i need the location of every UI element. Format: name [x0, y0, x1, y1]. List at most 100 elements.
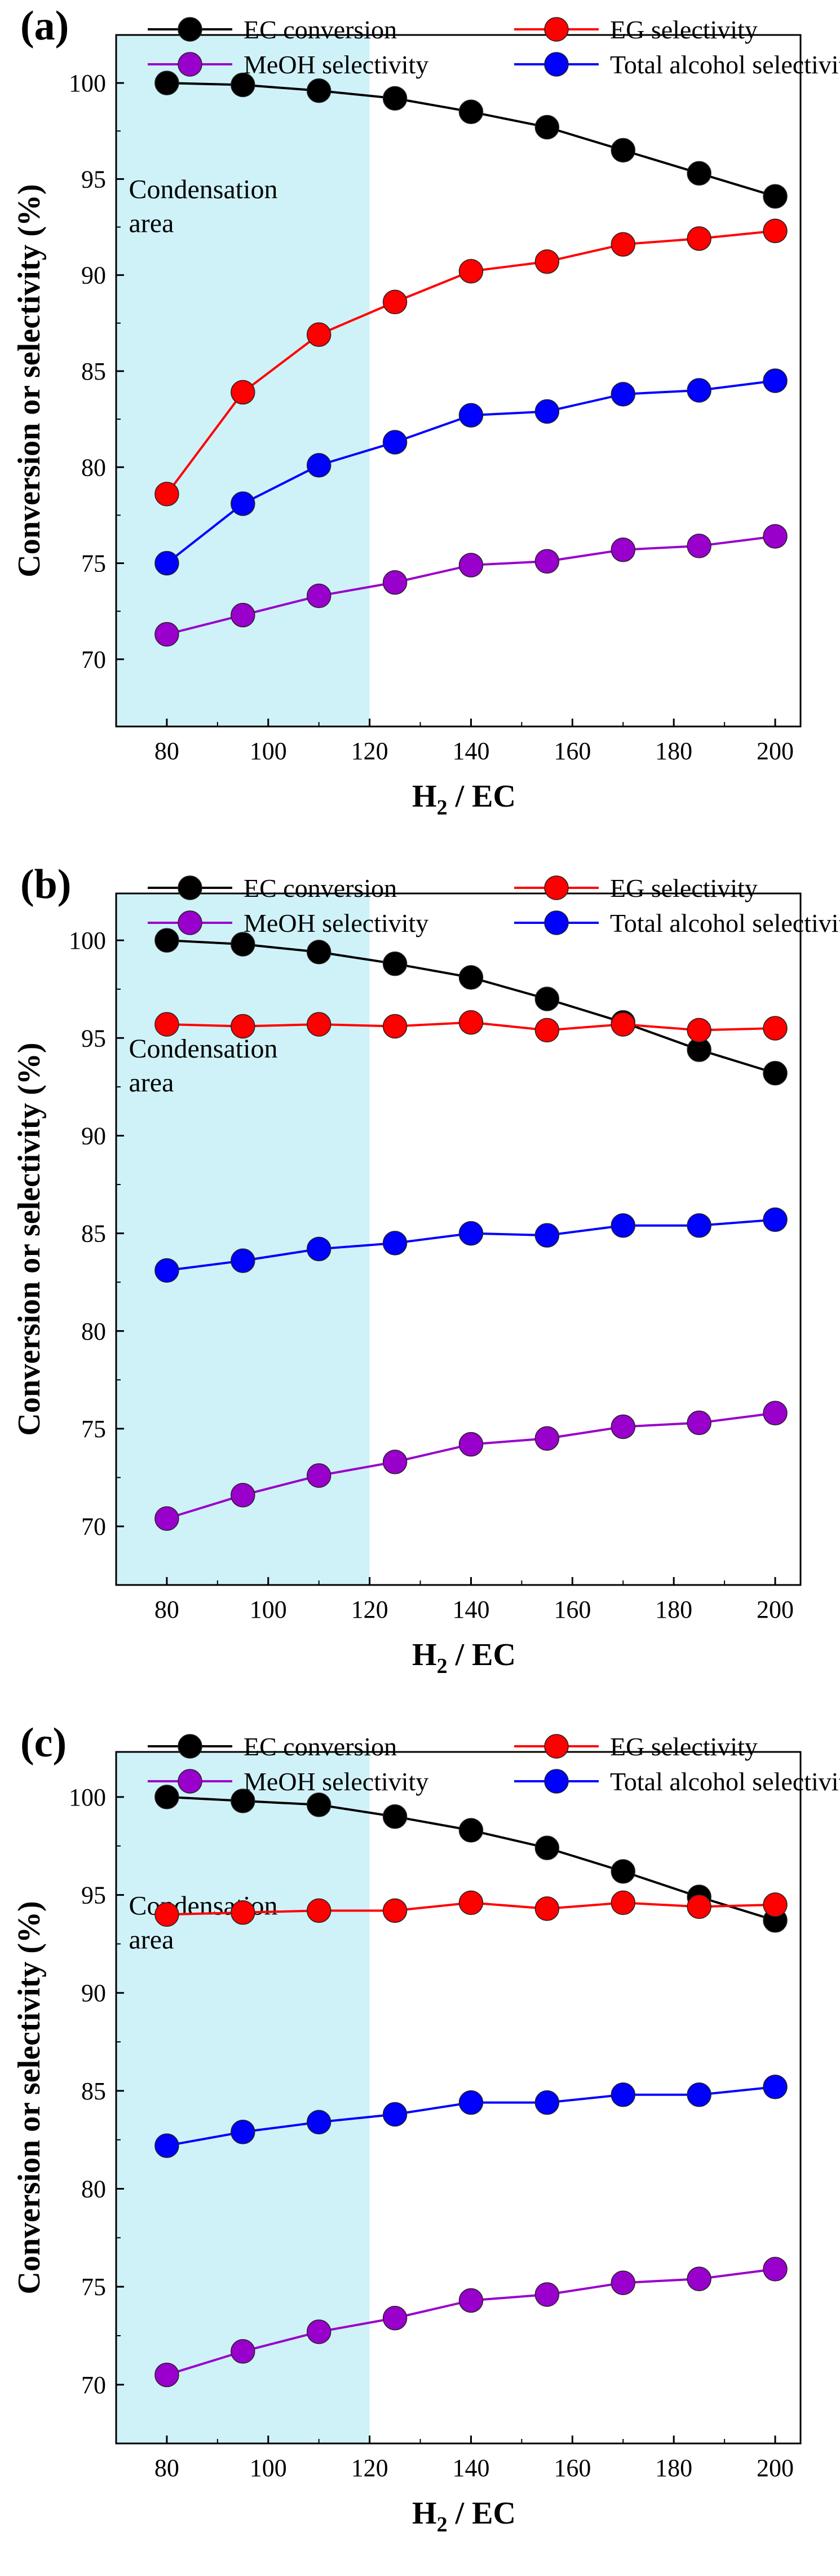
- legend-label-total_alcohol: Total alcohol selectivity: [610, 1767, 840, 1796]
- x-axis-title: H2 / EC: [412, 2496, 516, 2537]
- x-axis-title: H2 / EC: [412, 1637, 516, 1678]
- data-point-ec_conversion: [611, 1859, 636, 1884]
- x-tick-label: 160: [554, 2454, 591, 2482]
- data-point-total_alcohol: [458, 403, 484, 428]
- y-tick-label: 90: [81, 1979, 106, 2007]
- data-point-ec_conversion: [382, 1804, 408, 1829]
- data-point-ec_conversion: [154, 928, 179, 953]
- y-tick-label: 70: [81, 646, 106, 673]
- data-point-eg_selectivity: [231, 1900, 255, 1925]
- data-point-meoh_selectivity: [687, 1410, 711, 1435]
- x-tick-label: 120: [351, 737, 388, 765]
- data-point-ec_conversion: [458, 965, 484, 990]
- data-point-ec_conversion: [231, 1789, 255, 1813]
- data-point-total_alcohol: [306, 1236, 331, 1262]
- data-point-meoh_selectivity: [306, 1463, 331, 1488]
- data-point-meoh_selectivity: [154, 2362, 179, 2388]
- x-tick-label: 180: [655, 2454, 692, 2482]
- y-tick-label: 90: [81, 262, 106, 289]
- data-point-eg_selectivity: [687, 1894, 711, 1919]
- condensation-label: Condensation: [129, 1034, 277, 1064]
- y-tick-label: 90: [81, 1122, 106, 1150]
- x-tick-label: 180: [655, 1596, 692, 1623]
- x-tick-label: 80: [154, 737, 179, 765]
- condensation-label: Condensation: [129, 174, 277, 204]
- x-tick-label: 160: [554, 737, 591, 765]
- x-axis-title-rest: / EC: [448, 779, 516, 814]
- data-point-eg_selectivity: [306, 1012, 331, 1037]
- data-point-total_alcohol: [382, 2102, 408, 2127]
- x-tick-label: 80: [154, 2454, 179, 2482]
- legend-marker-eg_selectivity: [544, 875, 569, 900]
- data-point-eg_selectivity: [611, 1012, 636, 1037]
- x-tick-label: 180: [655, 737, 692, 765]
- x-axis-title-sub: 2: [437, 2513, 448, 2537]
- x-axis-title-h: H: [412, 779, 437, 814]
- y-tick-label: 85: [81, 358, 106, 385]
- data-point-ec_conversion: [382, 86, 408, 111]
- legend-marker-ec_conversion: [178, 1734, 202, 1759]
- data-point-meoh_selectivity: [611, 1414, 636, 1439]
- y-tick-label: 85: [81, 2077, 106, 2105]
- x-tick-label: 140: [452, 1596, 489, 1623]
- y-tick-label: 80: [81, 1318, 106, 1345]
- data-point-meoh_selectivity: [231, 602, 255, 628]
- data-point-total_alcohol: [306, 453, 331, 478]
- data-point-eg_selectivity: [154, 1902, 179, 1927]
- data-point-meoh_selectivity: [534, 2282, 560, 2307]
- chart-panel-c: 70 75 80 85 90 95 100 80 100 120 140 160 180 200 H2 / …: [0, 1717, 840, 2575]
- condensation-label-area: area: [129, 208, 174, 238]
- legend-label-total_alcohol: Total alcohol selectivity: [610, 50, 840, 79]
- data-point-total_alcohol: [154, 1258, 179, 1283]
- data-point-total_alcohol: [611, 1213, 636, 1238]
- data-point-total_alcohol: [458, 2090, 484, 2115]
- data-point-eg_selectivity: [306, 1898, 331, 1923]
- data-point-ec_conversion: [611, 138, 636, 163]
- data-point-ec_conversion: [154, 71, 179, 95]
- data-point-meoh_selectivity: [382, 570, 408, 595]
- data-point-eg_selectivity: [534, 249, 560, 274]
- legend-label-total_alcohol: Total alcohol selectivity: [610, 909, 840, 937]
- x-tick-label: 160: [554, 1596, 591, 1623]
- x-axis-title: H2 / EC: [412, 779, 516, 820]
- data-point-ec_conversion: [231, 72, 255, 98]
- panel-label: (c): [20, 1720, 67, 1766]
- data-point-meoh_selectivity: [763, 1401, 788, 1425]
- data-point-meoh_selectivity: [458, 553, 484, 578]
- data-point-ec_conversion: [687, 161, 711, 186]
- data-point-meoh_selectivity: [687, 534, 711, 558]
- data-point-total_alcohol: [687, 2082, 711, 2107]
- y-axis-title: Conversion or selectivity (%): [12, 1042, 47, 1435]
- x-axis-title-sub: 2: [437, 796, 448, 820]
- x-tick-label: 80: [154, 1596, 179, 1623]
- data-point-total_alcohol: [611, 382, 636, 407]
- data-point-ec_conversion: [763, 184, 788, 209]
- data-point-eg_selectivity: [458, 259, 484, 284]
- plot-frame: [115, 1751, 802, 2445]
- data-point-eg_selectivity: [611, 1890, 636, 1916]
- y-axis-title: Conversion or selectivity (%): [12, 1901, 47, 2294]
- x-tick-label: 100: [250, 2454, 287, 2482]
- data-point-ec_conversion: [154, 1785, 179, 1809]
- data-point-total_alcohol: [687, 378, 711, 403]
- legend-marker-total_alcohol: [544, 1769, 569, 1794]
- condensation-label: Condensation: [129, 1891, 277, 1921]
- plot-frame: [115, 34, 802, 728]
- legend-marker-meoh_selectivity: [178, 910, 202, 935]
- legend-label-meoh_selectivity: MeOH selectivity: [244, 909, 428, 937]
- data-point-meoh_selectivity: [154, 1506, 179, 1531]
- data-point-eg_selectivity: [231, 380, 255, 405]
- data-point-meoh_selectivity: [154, 622, 179, 647]
- y-tick-label: 85: [81, 1220, 106, 1248]
- data-point-total_alcohol: [763, 2075, 788, 2099]
- data-point-meoh_selectivity: [231, 1482, 255, 1508]
- y-tick-label: 70: [81, 2371, 106, 2399]
- legend-label-meoh_selectivity: MeOH selectivity: [244, 1767, 428, 1796]
- x-axis-title-h: H: [412, 2496, 437, 2531]
- legend-marker-ec_conversion: [178, 875, 202, 900]
- plot-frame: [115, 892, 802, 1586]
- data-point-meoh_selectivity: [763, 2257, 788, 2282]
- data-point-ec_conversion: [458, 99, 484, 124]
- data-point-total_alcohol: [231, 2120, 255, 2145]
- data-point-meoh_selectivity: [306, 2319, 331, 2344]
